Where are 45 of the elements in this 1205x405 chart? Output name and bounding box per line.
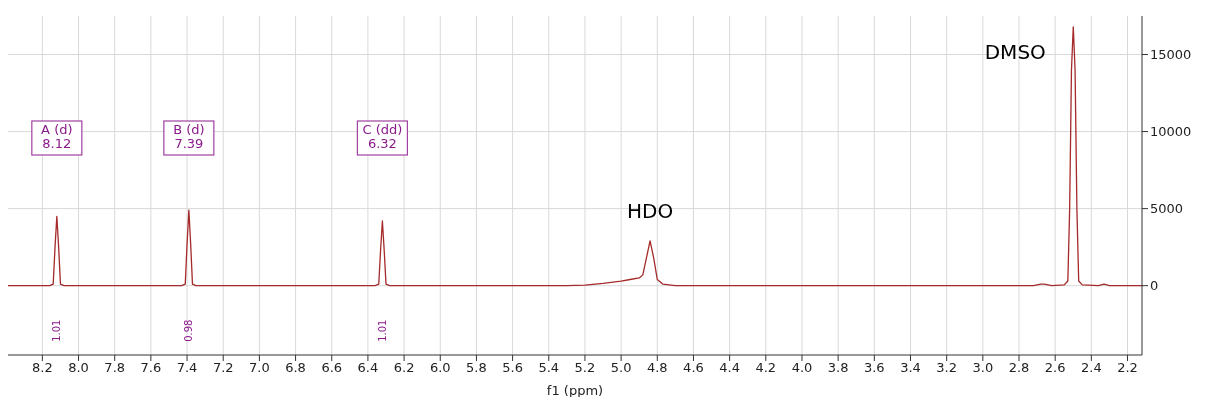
x-tick-label: 2.8 xyxy=(1008,360,1030,376)
line-series xyxy=(8,26,1142,287)
x-tick-label: 5.2 xyxy=(574,360,596,376)
x-tick-label: 4.6 xyxy=(683,360,704,376)
x-tick-label: 5.6 xyxy=(502,360,523,376)
x-tick-label: 6.8 xyxy=(285,360,306,376)
x-tick-label: 3.4 xyxy=(900,360,921,376)
annotation: DMSO xyxy=(984,39,1046,64)
y-tick-label: 10000 xyxy=(1150,124,1192,140)
x-tick-label: 5.4 xyxy=(538,360,560,376)
x-tick-label: 8.2 xyxy=(32,360,53,376)
x-tick-label: 4.8 xyxy=(646,360,668,376)
x-tick-label: 7.0 xyxy=(249,360,270,376)
x-tick-label: 7.6 xyxy=(140,360,162,376)
x-axis-title: f1 (ppm) xyxy=(546,383,604,398)
x-tick-label: 2.2 xyxy=(1117,360,1138,376)
x-tick-label: 6.6 xyxy=(321,360,343,376)
x-tick-label: 6.4 xyxy=(357,360,379,376)
y-tick-label: 0 xyxy=(1150,278,1159,294)
y-tick-label: 5000 xyxy=(1150,201,1184,217)
x-tick-label: 4.0 xyxy=(791,360,813,376)
x-tick-label: 6.2 xyxy=(393,360,415,376)
annotation: A (d) 8.12 xyxy=(41,122,73,151)
x-tick-label: 2.4 xyxy=(1081,360,1102,376)
x-tick-label: 7.4 xyxy=(176,360,198,376)
x-tick-label: 3.6 xyxy=(863,360,885,376)
x-tick-label: 5.8 xyxy=(466,360,487,376)
y-tick-label: 15000 xyxy=(1150,47,1192,63)
annotation: HDO xyxy=(626,198,674,223)
x-tick-label: 3.2 xyxy=(936,360,958,376)
x-tick-label: 3.0 xyxy=(972,360,994,376)
x-tick-label: 5.0 xyxy=(610,360,632,376)
annotation: 1.01 xyxy=(51,319,63,342)
annotation: 1.01 xyxy=(376,319,388,342)
x-tick-label: 3.8 xyxy=(827,360,849,376)
x-tick-label: 8.0 xyxy=(68,360,89,376)
annotation: C (dd) 6.32 xyxy=(362,122,403,151)
annotation: B (d) 7.39 xyxy=(173,122,205,151)
annotation: 0.98 xyxy=(183,319,195,342)
x-tick-label: 2.6 xyxy=(1044,360,1066,376)
x-tick-label: 4.2 xyxy=(755,360,777,376)
x-tick-label: 4.4 xyxy=(719,360,740,376)
x-tick-label: 6.0 xyxy=(429,360,451,376)
x-tick-label: 7.8 xyxy=(104,360,126,376)
x-tick-label: 7.2 xyxy=(212,360,234,376)
